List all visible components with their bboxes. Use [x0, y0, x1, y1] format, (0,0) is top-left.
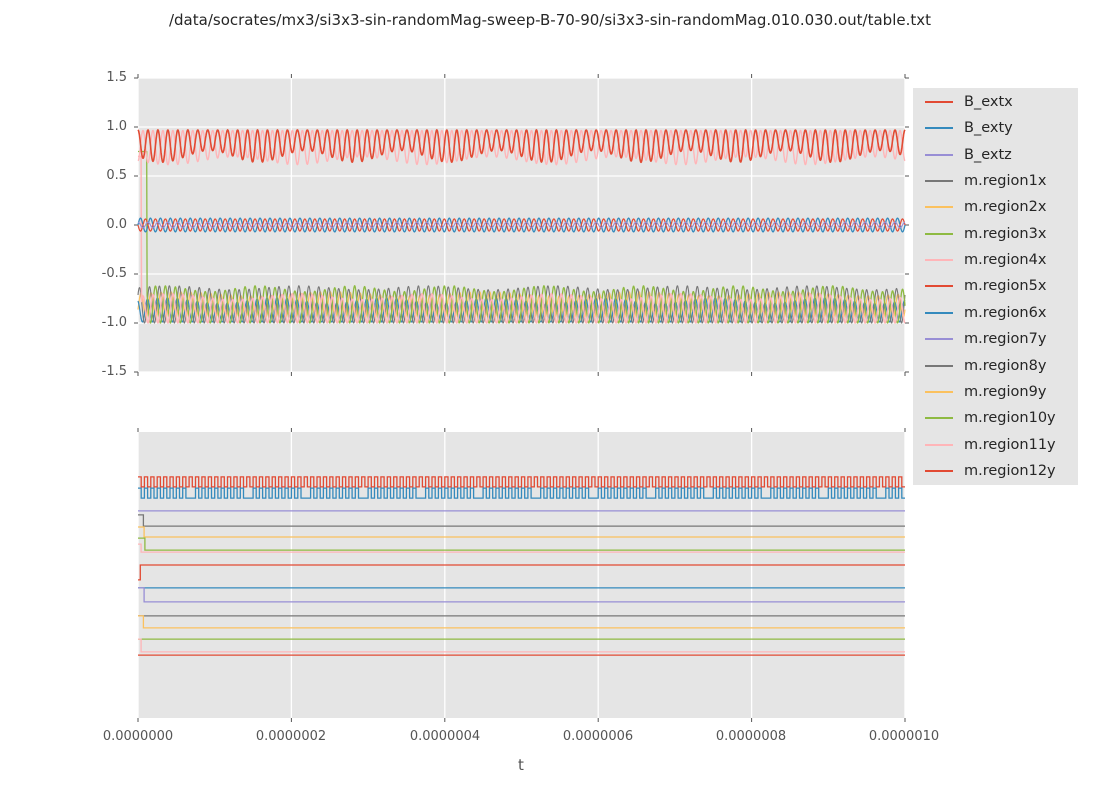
series-step-purple: [138, 587, 905, 603]
legend-item: m.region5x: [913, 273, 1078, 299]
y-tick-label: -1.0: [101, 315, 127, 330]
figure-title: /data/socrates/mx3/si3x3-sin-randomMag-s…: [168, 11, 932, 29]
legend-item: m.region4x: [913, 247, 1078, 273]
legend-item: m.region8y: [913, 352, 1078, 378]
legend-line-swatch: [925, 232, 953, 235]
series-square-blue: [138, 487, 905, 499]
legend-label: m.region6x: [964, 304, 1047, 321]
series-upper-band-red: [137, 129, 906, 164]
series-step-pink-2: [138, 638, 905, 653]
legend-label: B_exty: [964, 120, 1013, 137]
y-tick-label: 0.0: [106, 217, 127, 232]
legend-line-swatch: [925, 417, 953, 420]
y-tick-label: 1.0: [106, 119, 127, 134]
x-tick-label: 0.0000000: [102, 729, 174, 744]
legend-line-swatch: [925, 206, 953, 209]
legend-item: B_exty: [913, 115, 1078, 141]
legend-label: m.region10y: [964, 410, 1056, 427]
legend-label: B_extx: [964, 93, 1013, 110]
legend-label: m.region8y: [964, 357, 1047, 374]
legend-line-swatch: [925, 127, 953, 130]
legend-line-swatch: [925, 259, 953, 262]
legend-item: m.region12y: [913, 458, 1078, 484]
legend-line-swatch: [925, 100, 953, 103]
legend-label: m.region4x: [964, 252, 1047, 269]
legend-line-swatch: [925, 338, 953, 341]
y-tick-label: 0.5: [106, 168, 127, 183]
legend-label: m.region2x: [964, 199, 1047, 216]
legend: B_extx B_exty B_extz m.region1x m.region…: [913, 88, 1078, 485]
legend-item: m.region10y: [913, 405, 1078, 431]
legend-item: B_extx: [913, 89, 1078, 115]
axes-background: [138, 432, 905, 718]
x-tick-label: 0.0000002: [255, 729, 327, 744]
legend-label: m.region7y: [964, 331, 1047, 348]
legend-item: m.region9y: [913, 379, 1078, 405]
legend-item: m.region3x: [913, 221, 1078, 247]
legend-line-swatch: [925, 179, 953, 182]
series-square-red: [138, 476, 905, 488]
x-axis-label: t: [518, 756, 524, 774]
y-tick-label: -0.5: [101, 266, 127, 281]
legend-line-swatch: [925, 153, 953, 156]
series-zero-sine-purple: [137, 221, 906, 229]
legend-line-swatch: [925, 285, 953, 288]
x-tick-label: 0.0000004: [409, 729, 481, 744]
legend-item: m.region7y: [913, 326, 1078, 352]
legend-line-swatch: [925, 391, 953, 394]
legend-item: m.region1x: [913, 168, 1078, 194]
legend-line-swatch: [925, 364, 953, 367]
legend-line-swatch: [925, 443, 953, 446]
x-tick-label: 0.0000008: [715, 729, 787, 744]
series-step-gray-1: [138, 514, 905, 527]
series-step-orange-1: [138, 526, 905, 538]
legend-label: m.region11y: [964, 436, 1056, 453]
series-zero-sine-red: [137, 218, 906, 232]
legend-item: B_extz: [913, 141, 1078, 167]
legend-label: m.region9y: [964, 384, 1047, 401]
series-lower-band-pink: [137, 155, 906, 324]
y-tick-label: -1.5: [101, 364, 127, 379]
series-upper-band-pink: [137, 129, 906, 166]
y-tick-label: 1.5: [106, 70, 127, 85]
x-tick-label: 0.0000010: [868, 729, 940, 744]
legend-item: m.region2x: [913, 194, 1078, 220]
legend-label: m.region1x: [964, 172, 1047, 189]
legend-label: m.region5x: [964, 278, 1047, 295]
legend-label: B_extz: [964, 146, 1012, 163]
legend-label: m.region3x: [964, 225, 1047, 242]
legend-label: m.region12y: [964, 463, 1056, 480]
series-step-green-1: [138, 537, 905, 551]
x-tick-label: 0.0000006: [562, 729, 634, 744]
legend-item: m.region6x: [913, 300, 1078, 326]
series-step-red-1: [138, 564, 905, 581]
legend-line-swatch: [925, 470, 953, 473]
legend-line-swatch: [925, 311, 953, 314]
legend-item: m.region11y: [913, 432, 1078, 458]
series-step-orange-2: [138, 615, 905, 629]
series-step-pink-1: [138, 543, 905, 553]
